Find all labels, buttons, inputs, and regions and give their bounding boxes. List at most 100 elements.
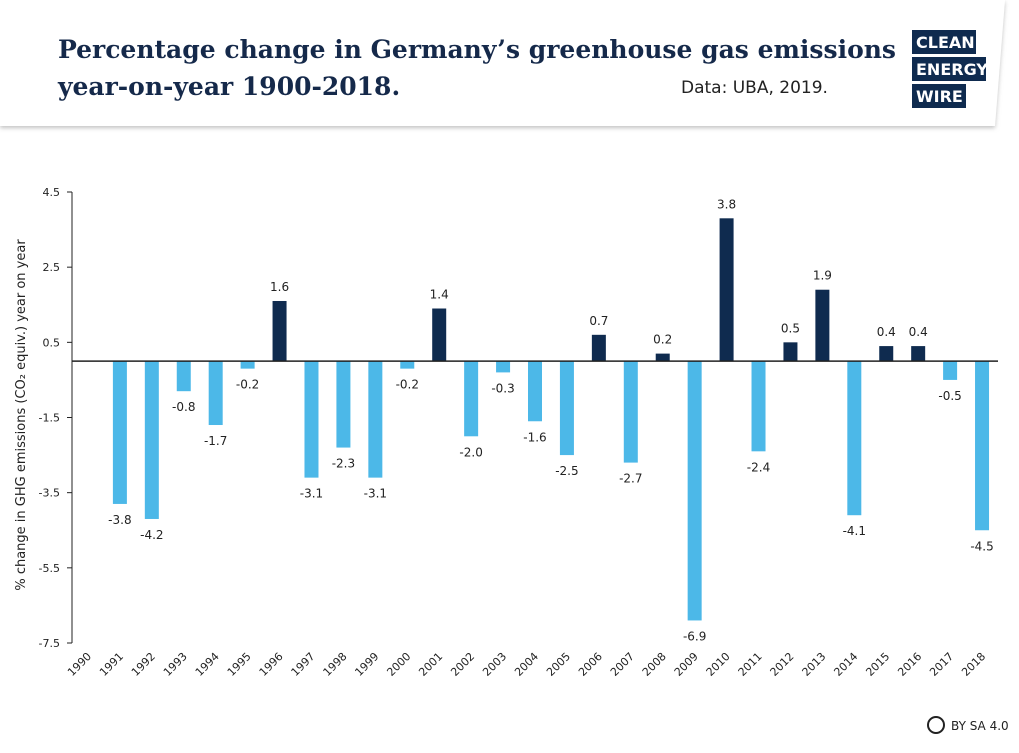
license-text: BY SA 4.0 [951,719,1009,733]
value-label: -2.5 [555,464,578,478]
bar [591,334,606,362]
chart-title: Percentage change in Germany’s greenhous… [57,35,896,101]
y-tick-label: 0.5 [43,336,61,349]
value-label: 0.7 [589,314,608,328]
bar [623,361,638,463]
x-tick-label: 2004 [512,650,541,679]
bar [336,361,351,448]
y-tick-label: -7.5 [39,637,60,650]
x-tick-label: 2010 [704,650,733,679]
y-tick-label: 4.5 [43,186,61,199]
value-label: -4.1 [843,524,866,538]
x-tick-label: 1996 [257,650,286,679]
bar [655,353,670,362]
value-label: 1.4 [430,288,449,302]
bar [304,361,319,478]
bar [368,361,383,478]
x-tick-label: 1995 [225,650,254,679]
value-label: -2.7 [619,472,642,486]
logo-box [912,84,966,108]
bar [528,361,542,422]
x-tick-label: 2018 [959,650,988,679]
bar [208,361,223,426]
value-label: -3.1 [364,487,387,501]
bar [559,361,574,456]
value-label: -4.5 [970,539,993,553]
x-tick-label: 2005 [544,650,573,679]
logo-text: ENERGY [916,60,988,79]
y-tick-label: -3.5 [39,487,60,500]
x-tick-label: 2016 [895,650,924,679]
bar [943,361,958,380]
bar [464,361,479,437]
logo: CLEAN ENERGY WIRE [912,30,988,108]
source: Data: UBA, 2019. [681,78,828,98]
value-label: 0.5 [781,321,800,335]
value-label: -0.5 [938,389,961,403]
value-label: 0.2 [653,333,672,347]
x-tick-label: 2000 [384,650,413,679]
bar [272,300,287,362]
bar [176,361,191,392]
x-tick-label: 1997 [289,650,318,679]
bar [847,361,862,516]
bar [751,361,766,452]
x-tick-label: 2011 [736,650,765,679]
x-tick-label: 2013 [800,650,829,679]
value-label: 0.4 [877,325,896,339]
value-label: 1.6 [270,280,289,294]
value-label: 3.8 [717,197,736,211]
value-label: -0.3 [491,381,514,395]
bar [719,218,734,362]
x-tick-label: 2017 [927,650,956,679]
value-label: -2.3 [332,457,355,471]
y-tick-label: -5.5 [39,562,60,575]
value-label: -1.6 [523,430,546,444]
value-label: -0.2 [236,378,259,392]
bar [815,289,830,362]
bar [879,346,894,362]
x-tick-label: 1990 [65,650,94,679]
header-panel [0,0,1005,126]
y-tick-label: 2.5 [43,261,61,274]
bar [400,361,415,369]
value-label: -2.4 [747,460,770,474]
x-tick-label: 2001 [416,650,445,679]
value-label: -4.2 [140,528,163,542]
x-tick-label: 2015 [863,650,892,679]
license: BY SA 4.0 [927,716,1009,734]
x-tick-label: 1998 [321,650,350,679]
x-tick-label: 2008 [640,650,669,679]
value-label: -6.9 [683,629,706,643]
logo-text: CLEAN [916,33,975,52]
x-tick-label: 1991 [97,650,126,679]
value-label: -3.1 [300,487,323,501]
bar [240,361,255,369]
x-tick-label: 2014 [831,650,860,679]
value-label: -1.7 [204,434,227,448]
x-tick-label: 2012 [768,650,797,679]
cc-icon [927,716,945,734]
bar [911,346,926,362]
logo-box [912,57,986,81]
value-label: -2.0 [459,445,482,459]
x-tick-label: 2002 [448,650,477,679]
bar [432,308,447,362]
value-label: -0.2 [396,378,419,392]
value-label: 1.9 [813,269,832,283]
bar [975,361,990,531]
y-tick-label: -1.5 [39,412,60,425]
y-axis-label: % change in GHG emissions (CO₂ equiv.) y… [14,239,29,591]
value-label: -3.8 [108,513,131,527]
logo-box [912,30,976,54]
bar [687,361,702,621]
x-tick-label: 1992 [129,650,158,679]
x-tick-label: 1993 [161,650,190,679]
x-tick-label: 2007 [608,650,637,679]
x-tick-label: 1994 [193,650,222,679]
value-label: -0.8 [172,400,195,414]
bar [144,361,159,519]
bar [112,361,127,504]
